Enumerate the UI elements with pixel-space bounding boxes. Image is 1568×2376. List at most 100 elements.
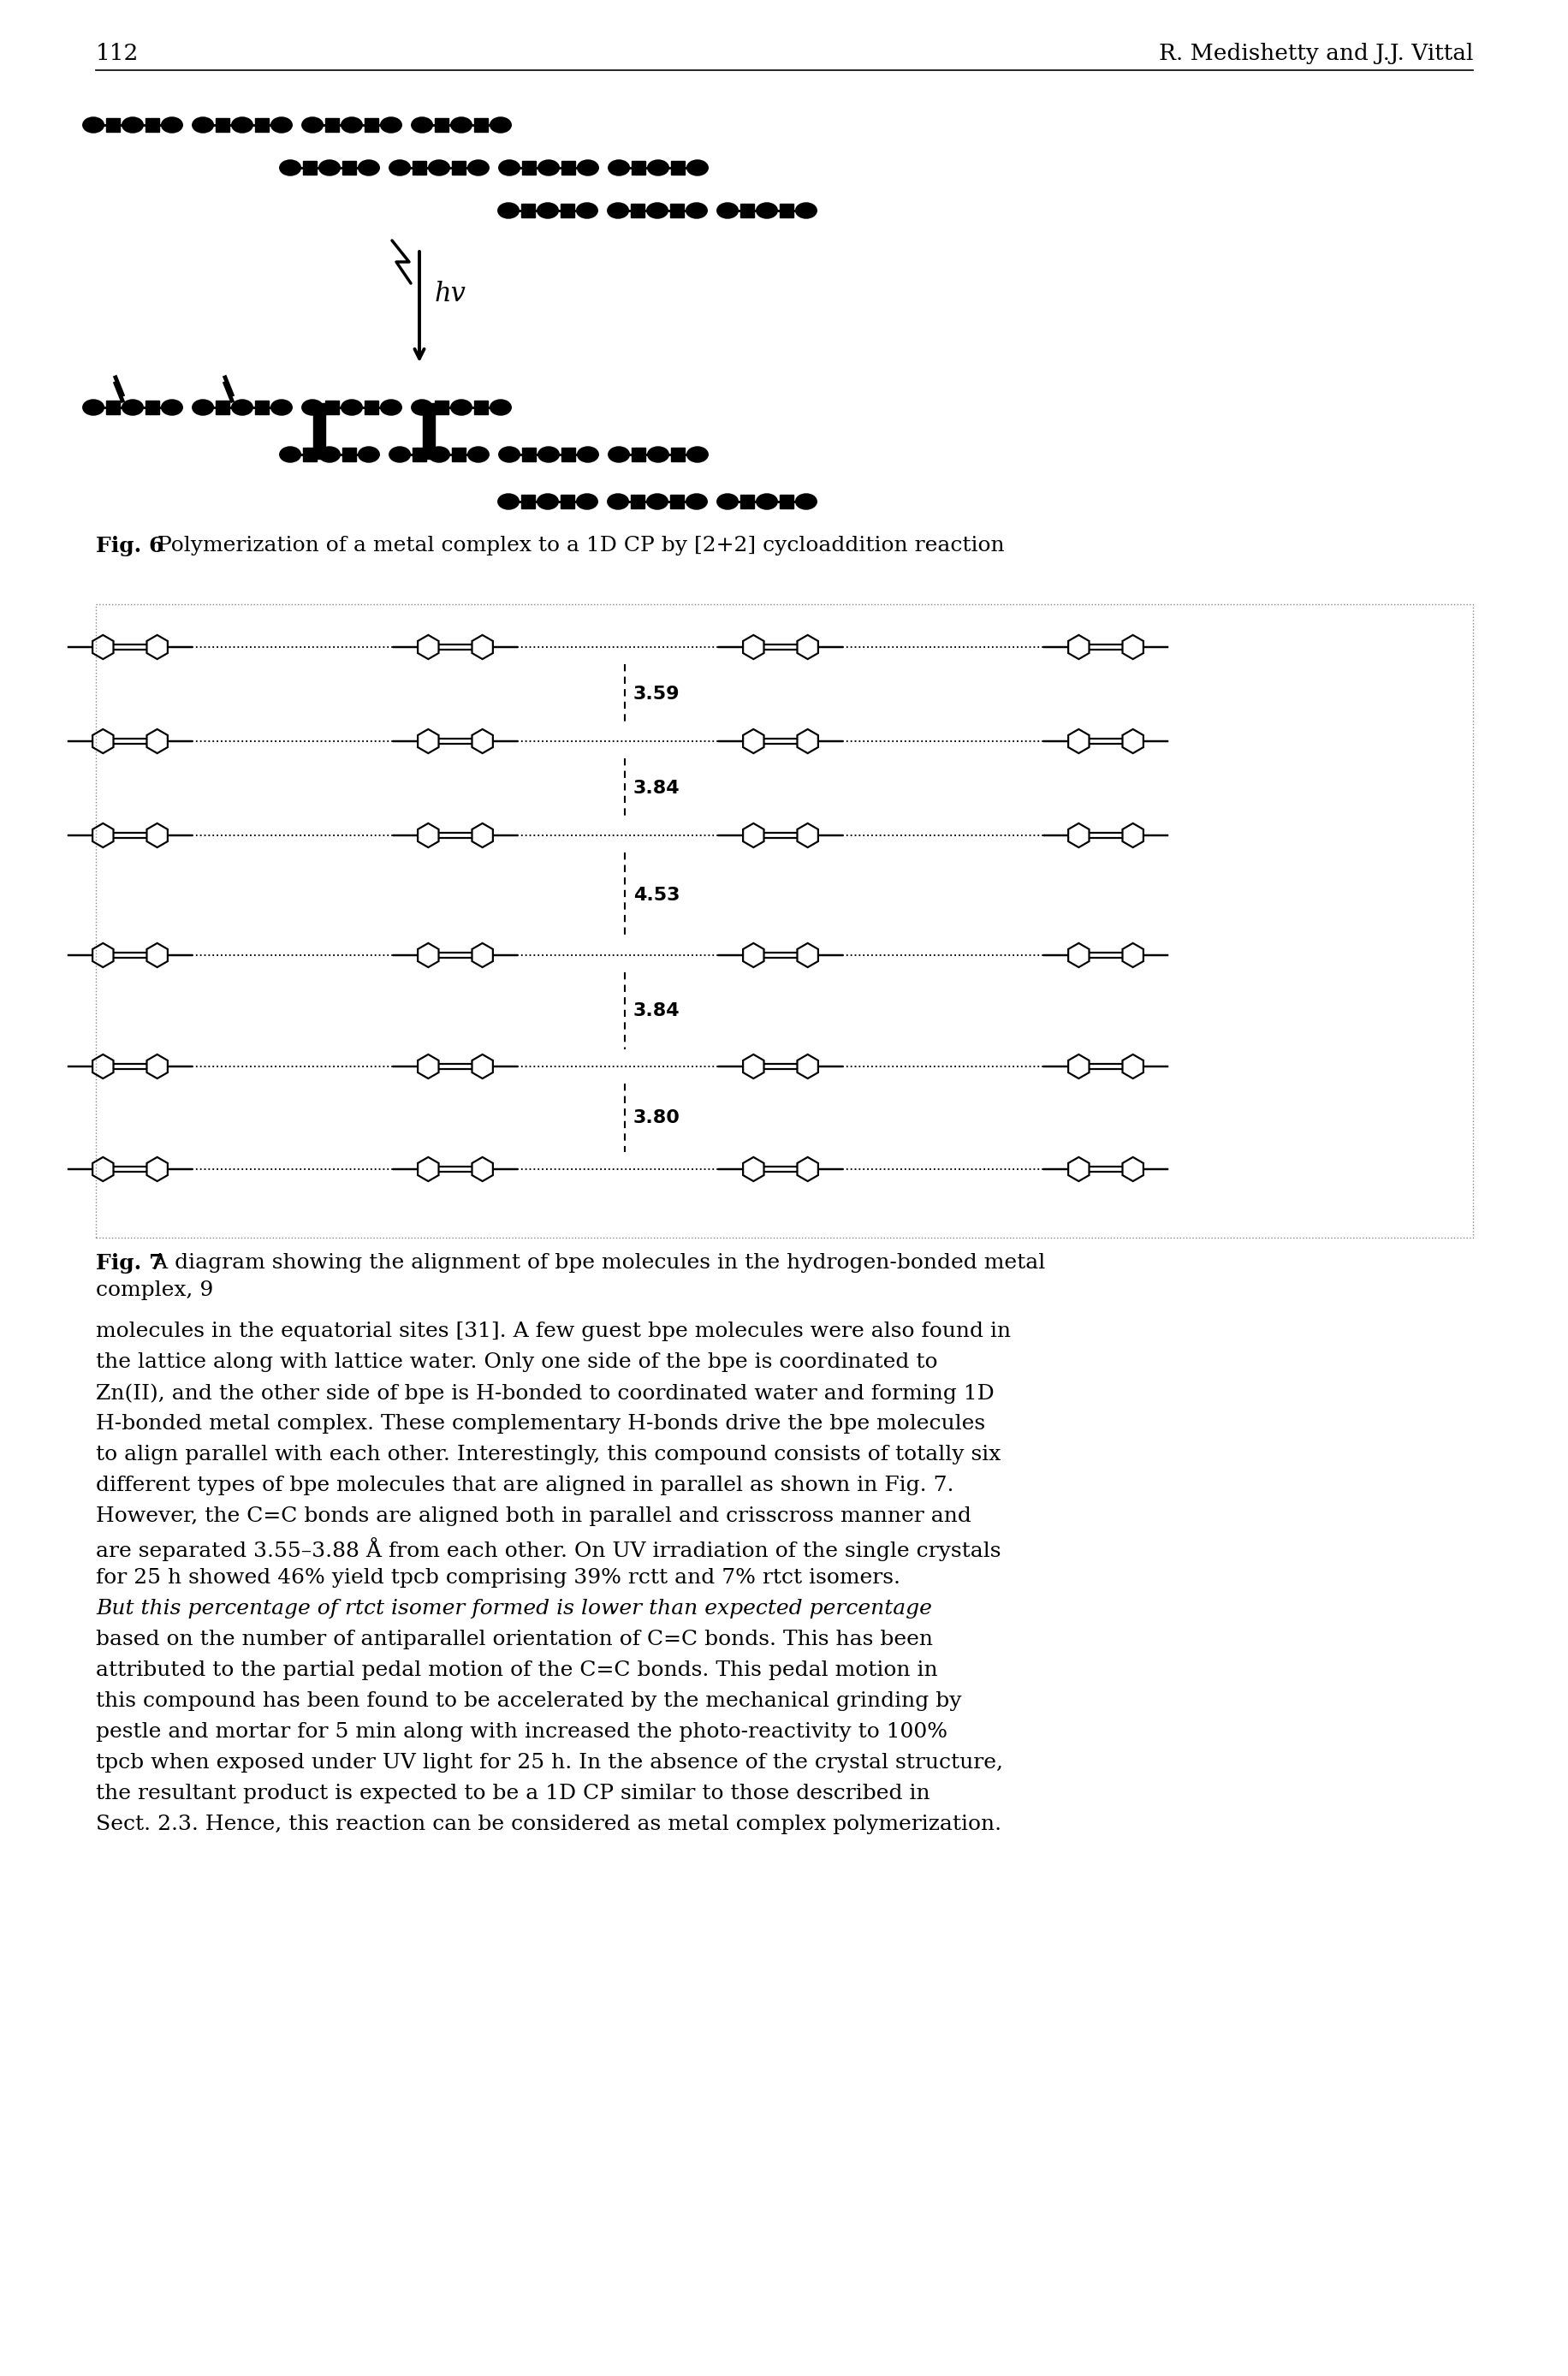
Text: Zn(II), and the other side of bpe is H-bonded to coordinated water and forming 1: Zn(II), and the other side of bpe is H-b… <box>96 1383 994 1404</box>
Ellipse shape <box>536 494 558 508</box>
Ellipse shape <box>411 116 433 133</box>
Ellipse shape <box>646 494 668 508</box>
Ellipse shape <box>450 116 472 133</box>
Text: However, the C=C bonds are aligned both in parallel and crisscross manner and: However, the C=C bonds are aligned both … <box>96 1506 971 1525</box>
Ellipse shape <box>318 447 340 463</box>
Ellipse shape <box>301 399 323 416</box>
Ellipse shape <box>648 159 668 176</box>
Ellipse shape <box>717 202 737 219</box>
Ellipse shape <box>83 399 103 416</box>
Ellipse shape <box>687 447 707 463</box>
Text: A diagram showing the alignment of bpe molecules in the hydrogen-bonded metal: A diagram showing the alignment of bpe m… <box>146 1252 1044 1274</box>
Ellipse shape <box>756 494 778 508</box>
Polygon shape <box>779 494 793 508</box>
Polygon shape <box>670 204 684 219</box>
Text: to align parallel with each other. Interestingly, this compound consists of tota: to align parallel with each other. Inter… <box>96 1445 1000 1464</box>
Polygon shape <box>740 494 754 508</box>
Ellipse shape <box>389 159 411 176</box>
Ellipse shape <box>271 399 292 416</box>
Text: Fig. 7: Fig. 7 <box>96 1252 163 1274</box>
Text: pestle and mortar for 5 min along with increased the photo-reactivity to 100%: pestle and mortar for 5 min along with i… <box>96 1723 947 1742</box>
Ellipse shape <box>193 399 213 416</box>
Polygon shape <box>364 119 378 133</box>
Ellipse shape <box>411 399 433 416</box>
Polygon shape <box>561 162 575 176</box>
Text: based on the number of antiparallel orientation of C=C bonds. This has been: based on the number of antiparallel orie… <box>96 1630 933 1649</box>
Text: are separated 3.55–3.88 Å from each other. On UV irradiation of the single cryst: are separated 3.55–3.88 Å from each othe… <box>96 1537 1000 1561</box>
Ellipse shape <box>358 159 379 176</box>
Ellipse shape <box>467 447 489 463</box>
Text: 3.59: 3.59 <box>633 687 679 703</box>
Polygon shape <box>107 119 121 133</box>
Ellipse shape <box>538 447 558 463</box>
Polygon shape <box>452 162 466 176</box>
Ellipse shape <box>756 202 778 219</box>
Ellipse shape <box>646 202 668 219</box>
Ellipse shape <box>536 202 558 219</box>
Polygon shape <box>522 162 536 176</box>
Polygon shape <box>146 402 160 413</box>
Text: 3.84: 3.84 <box>633 1003 681 1019</box>
Polygon shape <box>412 162 426 176</box>
Polygon shape <box>522 447 536 461</box>
Ellipse shape <box>232 399 252 416</box>
Bar <box>314 404 325 459</box>
Polygon shape <box>474 119 488 133</box>
Ellipse shape <box>193 116 213 133</box>
Ellipse shape <box>607 494 629 508</box>
Text: for 25 h showed 46% yield tpcb comprising 39% rctt and 7% rtct isomers.: for 25 h showed 46% yield tpcb comprisin… <box>96 1568 900 1587</box>
Ellipse shape <box>301 116 323 133</box>
Ellipse shape <box>648 447 668 463</box>
Bar <box>96 604 1472 1238</box>
Ellipse shape <box>608 447 629 463</box>
Text: attributed to the partial pedal motion of the C=C bonds. This pedal motion in: attributed to the partial pedal motion o… <box>96 1661 938 1680</box>
Text: Fig. 6: Fig. 6 <box>96 537 163 556</box>
Ellipse shape <box>358 447 379 463</box>
Ellipse shape <box>575 202 597 219</box>
Ellipse shape <box>575 494 597 508</box>
Text: 112: 112 <box>96 43 140 64</box>
Polygon shape <box>254 119 268 133</box>
Polygon shape <box>630 494 644 508</box>
Ellipse shape <box>428 159 450 176</box>
Bar <box>423 404 434 459</box>
Polygon shape <box>107 402 121 413</box>
Polygon shape <box>434 402 448 413</box>
Ellipse shape <box>499 447 519 463</box>
Ellipse shape <box>122 116 143 133</box>
Ellipse shape <box>318 159 340 176</box>
Ellipse shape <box>83 116 103 133</box>
Polygon shape <box>560 494 574 508</box>
Ellipse shape <box>271 116 292 133</box>
Polygon shape <box>521 204 535 219</box>
Text: complex, 9: complex, 9 <box>96 1281 213 1300</box>
Text: tpcb when exposed under UV light for 25 h. In the absence of the crystal structu: tpcb when exposed under UV light for 25 … <box>96 1753 1002 1772</box>
Ellipse shape <box>389 447 411 463</box>
Ellipse shape <box>467 159 489 176</box>
Text: But this percentage of rtct isomer formed is lower than expected percentage: But this percentage of rtct isomer forme… <box>96 1599 931 1618</box>
Polygon shape <box>303 447 317 461</box>
Ellipse shape <box>685 202 707 219</box>
Ellipse shape <box>428 447 450 463</box>
Polygon shape <box>521 494 535 508</box>
Polygon shape <box>325 119 339 133</box>
Text: the lattice along with lattice water. Only one side of the bpe is coordinated to: the lattice along with lattice water. On… <box>96 1352 938 1371</box>
Ellipse shape <box>122 399 143 416</box>
Ellipse shape <box>577 159 597 176</box>
Ellipse shape <box>489 399 511 416</box>
Ellipse shape <box>538 159 558 176</box>
Polygon shape <box>452 447 466 461</box>
Polygon shape <box>671 447 685 461</box>
Polygon shape <box>671 162 685 176</box>
Text: the resultant product is expected to be a 1D CP similar to those described in: the resultant product is expected to be … <box>96 1784 930 1803</box>
Ellipse shape <box>381 399 401 416</box>
Ellipse shape <box>342 116 362 133</box>
Ellipse shape <box>162 399 182 416</box>
Text: 3.84: 3.84 <box>633 779 681 796</box>
Polygon shape <box>561 447 575 461</box>
Text: 3.80: 3.80 <box>633 1110 681 1126</box>
Polygon shape <box>632 447 644 461</box>
Polygon shape <box>779 204 793 219</box>
Polygon shape <box>630 204 644 219</box>
Polygon shape <box>740 204 754 219</box>
